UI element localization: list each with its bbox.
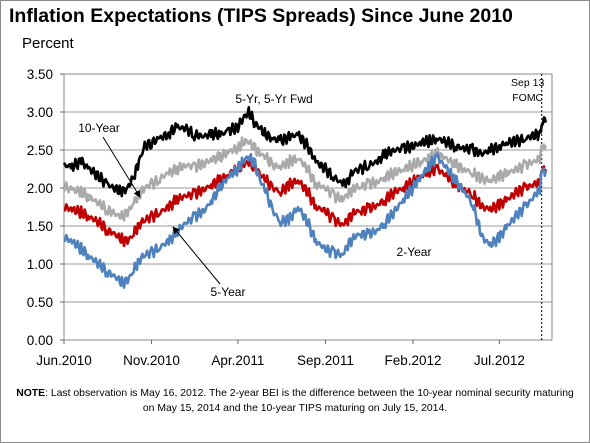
footnote-label: NOTE (16, 388, 46, 399)
plot-area-border (63, 73, 553, 341)
series-line-5-year (63, 157, 547, 248)
y-tick-label: 3.50 (27, 67, 53, 82)
annotation-5-year: 5-Year (211, 285, 246, 299)
series-line-5-yr-5-yr-fwd (62, 105, 547, 198)
footnote: NOTE: Last observation is May 16, 2012. … (10, 386, 580, 416)
y-tick-label: 0.00 (27, 333, 53, 348)
x-tick-label: Apr.2011 (211, 353, 264, 368)
x-tick-label: Nov.2010 (123, 353, 180, 368)
axes: 0.00 0.50 1.00 1.50 2.00 2.50 3.00 3.50 Jun.2010… (27, 67, 553, 368)
series-lines (62, 105, 547, 289)
y-tick-label: 3.00 (27, 105, 53, 120)
annotations: Sep 13 FOMC 10-Year 5-Yr, 5-Yr Fwd 5-Year 2-Y… (78, 77, 544, 299)
y-tick-label: 1.50 (27, 219, 53, 234)
fomc-label-line1: Sep 13 (511, 77, 544, 89)
unit-label: Percent (22, 35, 74, 52)
annotation-5yr-5yr-fwd: 5-Yr, 5-Yr Fwd (235, 92, 312, 106)
y-tick-label: 2.50 (27, 143, 53, 158)
x-tick-label: Jun.2010 (36, 353, 92, 368)
y-tick-label: 0.50 (27, 295, 53, 310)
annotation-10-year-arrow (102, 136, 141, 198)
annotation-10-year: 10-Year (78, 121, 120, 135)
x-tick-label: Sep.2011 (297, 353, 354, 368)
chart-title: Inflation Expectations (TIPS Spreads) Si… (9, 5, 513, 27)
x-tick-label: Feb.2012 (384, 353, 441, 368)
series-line-10-year (63, 136, 547, 222)
footnote-text: : Last observation is May 16, 2012. The … (45, 388, 574, 414)
fomc-label-line2: FOMC (512, 92, 543, 104)
y-tick-label: 1.00 (27, 257, 53, 272)
annotation-5-year-arrow (172, 226, 221, 285)
y-tick-label: 2.00 (27, 181, 53, 196)
x-tick-label: Jul.2012 (474, 353, 525, 368)
annotation-2-year: 2-Year (397, 245, 432, 259)
series-line-2-year (63, 152, 547, 289)
